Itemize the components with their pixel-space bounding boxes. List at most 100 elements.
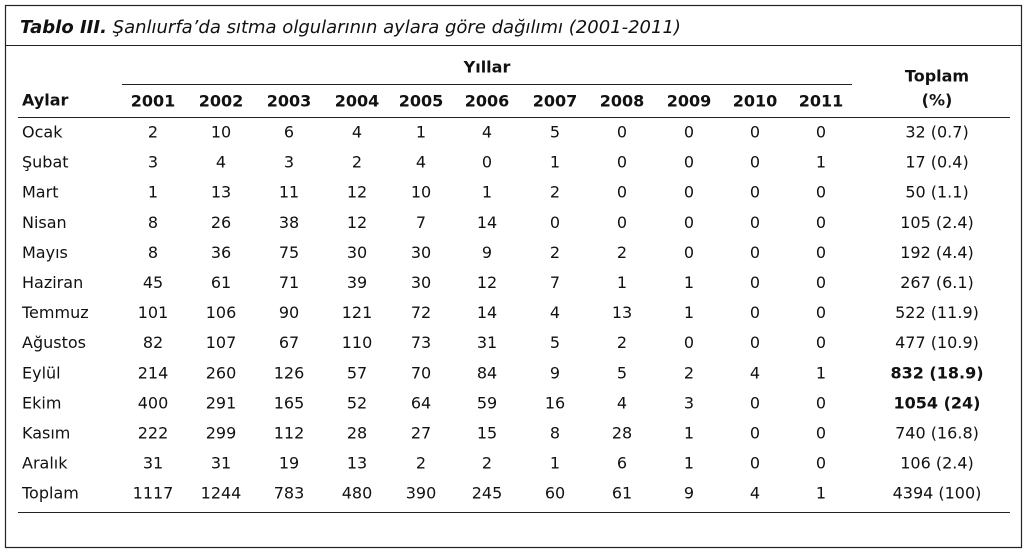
cell: 1117 [133, 484, 174, 503]
cell: 8 [148, 243, 158, 262]
cell: 390 [406, 484, 437, 503]
cell: 0 [550, 213, 560, 232]
row-label: Kasım [22, 424, 70, 443]
year-header: 2003 [267, 92, 312, 111]
cell: 27 [411, 424, 431, 443]
total-cell: 50 (1.1) [905, 183, 968, 202]
cell: 9 [684, 484, 694, 503]
cell: 4 [416, 153, 426, 172]
year-header: 2007 [533, 92, 578, 111]
cell: 3 [284, 153, 294, 172]
cell: 9 [482, 243, 492, 262]
cell: 57 [347, 363, 367, 382]
total-cell: 106 (2.4) [900, 454, 974, 473]
cell: 6 [284, 123, 294, 142]
cell: 38 [279, 213, 299, 232]
cell: 12 [477, 273, 497, 292]
cell: 16 [545, 393, 565, 412]
row-label: Mart [22, 183, 58, 202]
cell: 2 [550, 183, 560, 202]
cell: 8 [550, 424, 560, 443]
cell: 30 [411, 273, 431, 292]
cell: 2 [416, 454, 426, 473]
cell: 3 [684, 393, 694, 412]
cell: 9 [550, 363, 560, 382]
row-label: Aralık [22, 454, 68, 473]
cell: 2 [148, 123, 158, 142]
cell: 26 [211, 213, 231, 232]
cell: 106 [206, 303, 237, 322]
cell: 15 [477, 424, 497, 443]
total-unit: (%) [922, 91, 953, 110]
group-header: Yıllar [463, 58, 511, 77]
cell: 1244 [201, 484, 242, 503]
cell: 0 [816, 424, 826, 443]
cell: 101 [138, 303, 169, 322]
cell: 783 [274, 484, 305, 503]
cell: 4 [750, 363, 760, 382]
row-label: Ağustos [22, 333, 86, 352]
year-header: 2001 [131, 92, 176, 111]
cell: 61 [211, 273, 231, 292]
cell: 4 [216, 153, 226, 172]
cell: 0 [816, 303, 826, 322]
cell: 61 [612, 484, 632, 503]
cell: 31 [143, 454, 163, 473]
total-cell: 192 (4.4) [900, 243, 974, 262]
row-label: Ocak [22, 123, 63, 142]
cell: 0 [816, 273, 826, 292]
cell: 60 [545, 484, 565, 503]
title-text: Şanlıurfa’da sıtma olgularının aylara gö… [113, 17, 681, 38]
cell: 1 [816, 153, 826, 172]
cell: 5 [550, 333, 560, 352]
cell: 0 [684, 183, 694, 202]
cell: 7 [550, 273, 560, 292]
cell: 52 [347, 393, 367, 412]
cell: 214 [138, 363, 169, 382]
table-frame [4, 4, 1023, 549]
year-header: 2006 [465, 92, 510, 111]
cell: 1 [482, 183, 492, 202]
row-label: Haziran [22, 273, 83, 292]
total-cell: 1054 (24) [894, 393, 981, 412]
cell: 400 [138, 393, 169, 412]
cell: 0 [816, 454, 826, 473]
cell: 0 [750, 303, 760, 322]
cell: 4 [352, 123, 362, 142]
cell: 0 [750, 454, 760, 473]
cell: 0 [750, 153, 760, 172]
cell: 0 [816, 183, 826, 202]
table-body: 2001 2002 2003 2004 2005 2006 2007 2008 2009 2010… [21, 92, 984, 503]
cell: 5 [617, 363, 627, 382]
cell: 0 [684, 123, 694, 142]
cell: 13 [612, 303, 632, 322]
cell: 0 [750, 213, 760, 232]
cell: 121 [342, 303, 373, 322]
total-cell: 267 (6.1) [900, 273, 974, 292]
cell: 2 [550, 243, 560, 262]
cell: 13 [347, 454, 367, 473]
cell: 0 [816, 243, 826, 262]
cell: 0 [816, 393, 826, 412]
total-cell: 105 (2.4) [900, 213, 974, 232]
cell: 110 [342, 333, 373, 352]
cell: 2 [617, 333, 627, 352]
cell: 0 [750, 123, 760, 142]
cell: 0 [684, 153, 694, 172]
cell: 64 [411, 393, 431, 412]
cell: 1 [550, 153, 560, 172]
cell: 0 [684, 213, 694, 232]
cell: 84 [477, 363, 497, 382]
row-label: Eylül [22, 363, 61, 382]
row-label: Ekim [22, 393, 61, 412]
cell: 1 [617, 273, 627, 292]
cell: 2 [482, 454, 492, 473]
cell: 0 [617, 183, 627, 202]
year-header: 2004 [335, 92, 380, 111]
cell: 10 [211, 123, 231, 142]
cell: 2 [352, 153, 362, 172]
cell: 291 [206, 393, 237, 412]
cell: 0 [684, 243, 694, 262]
row-label: Mayıs [22, 243, 68, 262]
cell: 3 [148, 153, 158, 172]
